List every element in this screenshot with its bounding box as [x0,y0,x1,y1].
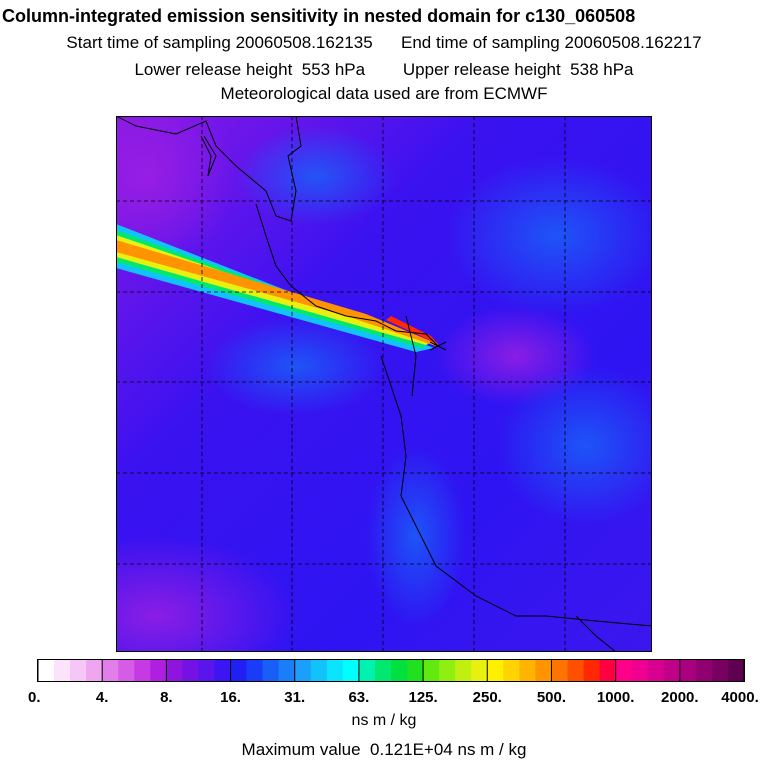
colorbar-swatch [727,660,745,681]
blue-region [366,446,466,626]
colorbar-swatch [423,660,440,681]
colorbar-swatch [246,660,264,681]
colorbar-label: 4. [96,689,109,706]
maximum-value-line: Maximum value 0.121E+04 ns m / kg [0,740,768,760]
colorbar-label: 500. [537,689,566,706]
end-label: End time of sampling [401,33,560,52]
colorbar-label: 16. [220,689,241,706]
maximum-value: 0.121E+04 [370,740,453,759]
upper-value: 538 hPa [570,60,634,79]
colorbar-swatch [631,660,649,681]
plume-layer [116,240,438,346]
lower-value: 553 hPa [301,60,366,79]
colorbar-swatch [198,660,216,681]
colorbar-label: 250. [473,689,502,706]
colorbar-swatch [230,660,248,681]
colorbar-swatch [150,660,167,681]
colorbar-swatch [503,660,520,681]
colorbar-swatch [551,660,569,681]
colorbar-swatch [679,660,697,681]
end-value: 20060508.162217 [564,33,702,52]
colorbar-swatch [326,660,344,681]
colorbar-labels: 0. 4. 8. 16. 31. 63. 125. 250. 500. 1000. 2000. 400… [28,689,759,706]
colorbar-label: 0. [28,689,41,706]
colorbar-swatch [262,660,280,681]
blue-region [446,156,652,316]
sensitivity-map [116,116,652,652]
colorbar-swatch [711,660,729,681]
chart-title: Column-integrated emission sensitivity i… [2,6,636,26]
purple-region [116,116,236,266]
colorbar-swatches [38,660,745,681]
colorbar-swatch [455,660,472,681]
blue-region [206,316,386,416]
maximum-units: ns m / kg [457,740,527,759]
colorbar-swatch [278,660,296,681]
colorbar-swatch [182,660,200,681]
colorbar-swatch [599,660,617,681]
colorbar-swatch [487,660,504,681]
colorbar-swatch [407,660,424,681]
colorbar-units: ns m / kg [351,712,417,729]
start-label: Start time of sampling [66,33,231,52]
colorbar-swatch [342,660,360,681]
colorbar-swatch [647,660,665,681]
met-data-line: Meteorological data used are from ECMWF [220,84,548,103]
maximum-label: Maximum value [241,740,361,759]
colorbar-label: 4000. [721,689,759,706]
colorbar-swatch [471,660,488,681]
colorbar-swatch [519,660,537,681]
colorbar-swatch [54,660,71,681]
colorbar-label: 31. [284,689,305,706]
release-marker [429,341,447,351]
colorbar-label: 1000. [597,689,635,706]
colorbar-swatch [102,660,119,681]
sampling-time-line: Start time of sampling 20060508.162135 E… [0,33,768,53]
colorbar-swatch [391,660,408,681]
colorbar-swatch [38,660,55,681]
colorbar-swatch [439,660,456,681]
colorbar-swatch [374,660,392,681]
colorbar-swatch [70,660,87,681]
colorbar-swatch [567,660,585,681]
colorbar-label: 125. [408,689,437,706]
start-value: 20060508.162135 [235,33,373,52]
colorbar-swatch [118,660,135,681]
colorbar-swatch [663,660,681,681]
colorbar-swatch [294,660,312,681]
colorbar-swatch [615,660,633,681]
release-height-line: Lower release height 553 hPa Upper relea… [0,60,768,80]
colorbar-swatch [583,660,601,681]
colorbar-label: 63. [348,689,369,706]
colorbar-swatch [86,660,103,681]
colorbar-swatch [358,660,376,681]
colorbar-swatch [310,660,328,681]
colorbar-label: 2000. [661,689,699,706]
colorbar-swatch [535,660,553,681]
colorbar-swatch [695,660,713,681]
coastlines [116,116,652,652]
colorbar: 0. 4. 8. 16. 31. 63. 125. 250. 500. 1000. 2000. 400… [28,659,759,706]
map-frame [116,116,652,652]
plume-core [386,316,438,344]
upper-label: Upper release height [402,60,561,79]
lower-label: Lower release height [134,60,293,79]
colorbar-ticks [37,660,745,681]
colorbar-swatch [214,660,232,681]
blue-region [496,366,652,526]
lat-lon-grid [116,116,652,652]
colorbar-swatch [134,660,151,681]
purple-region [116,536,296,652]
colorbar-swatch [166,660,184,681]
blue-region [236,126,396,226]
colorbar-label: 8. [160,689,173,706]
